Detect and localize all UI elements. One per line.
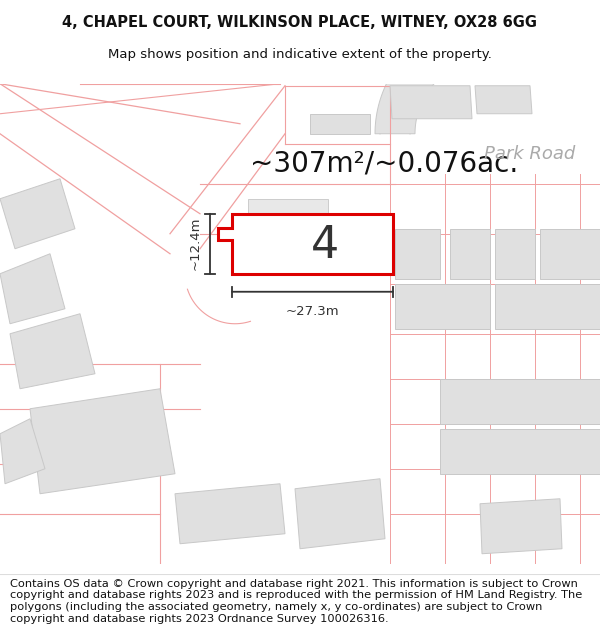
Text: Map shows position and indicative extent of the property.: Map shows position and indicative extent… xyxy=(108,48,492,61)
Polygon shape xyxy=(395,284,490,329)
Polygon shape xyxy=(540,229,600,279)
Polygon shape xyxy=(295,479,385,549)
Polygon shape xyxy=(175,484,285,544)
Polygon shape xyxy=(218,214,393,274)
Text: ~307m²/~0.076ac.: ~307m²/~0.076ac. xyxy=(250,150,518,178)
Polygon shape xyxy=(0,419,45,484)
Polygon shape xyxy=(0,179,75,249)
Polygon shape xyxy=(440,379,600,424)
Polygon shape xyxy=(0,254,65,324)
Polygon shape xyxy=(390,86,472,119)
Text: Park Road: Park Road xyxy=(484,145,575,162)
Text: Contains OS data © Crown copyright and database right 2021. This information is : Contains OS data © Crown copyright and d… xyxy=(10,579,583,624)
Polygon shape xyxy=(395,229,440,279)
Polygon shape xyxy=(30,389,175,494)
Polygon shape xyxy=(450,229,490,279)
Polygon shape xyxy=(480,499,562,554)
Text: ~27.3m: ~27.3m xyxy=(285,305,339,318)
Polygon shape xyxy=(310,114,370,134)
Text: 4: 4 xyxy=(311,224,339,268)
Polygon shape xyxy=(475,86,532,114)
Polygon shape xyxy=(495,229,535,279)
Text: 4, CHAPEL COURT, WILKINSON PLACE, WITNEY, OX28 6GG: 4, CHAPEL COURT, WILKINSON PLACE, WITNEY… xyxy=(62,14,538,29)
Text: ~12.4m: ~12.4m xyxy=(189,217,202,271)
PathPatch shape xyxy=(375,19,485,134)
Polygon shape xyxy=(10,314,95,389)
Bar xyxy=(248,199,328,254)
Polygon shape xyxy=(495,284,600,329)
Polygon shape xyxy=(440,429,600,474)
